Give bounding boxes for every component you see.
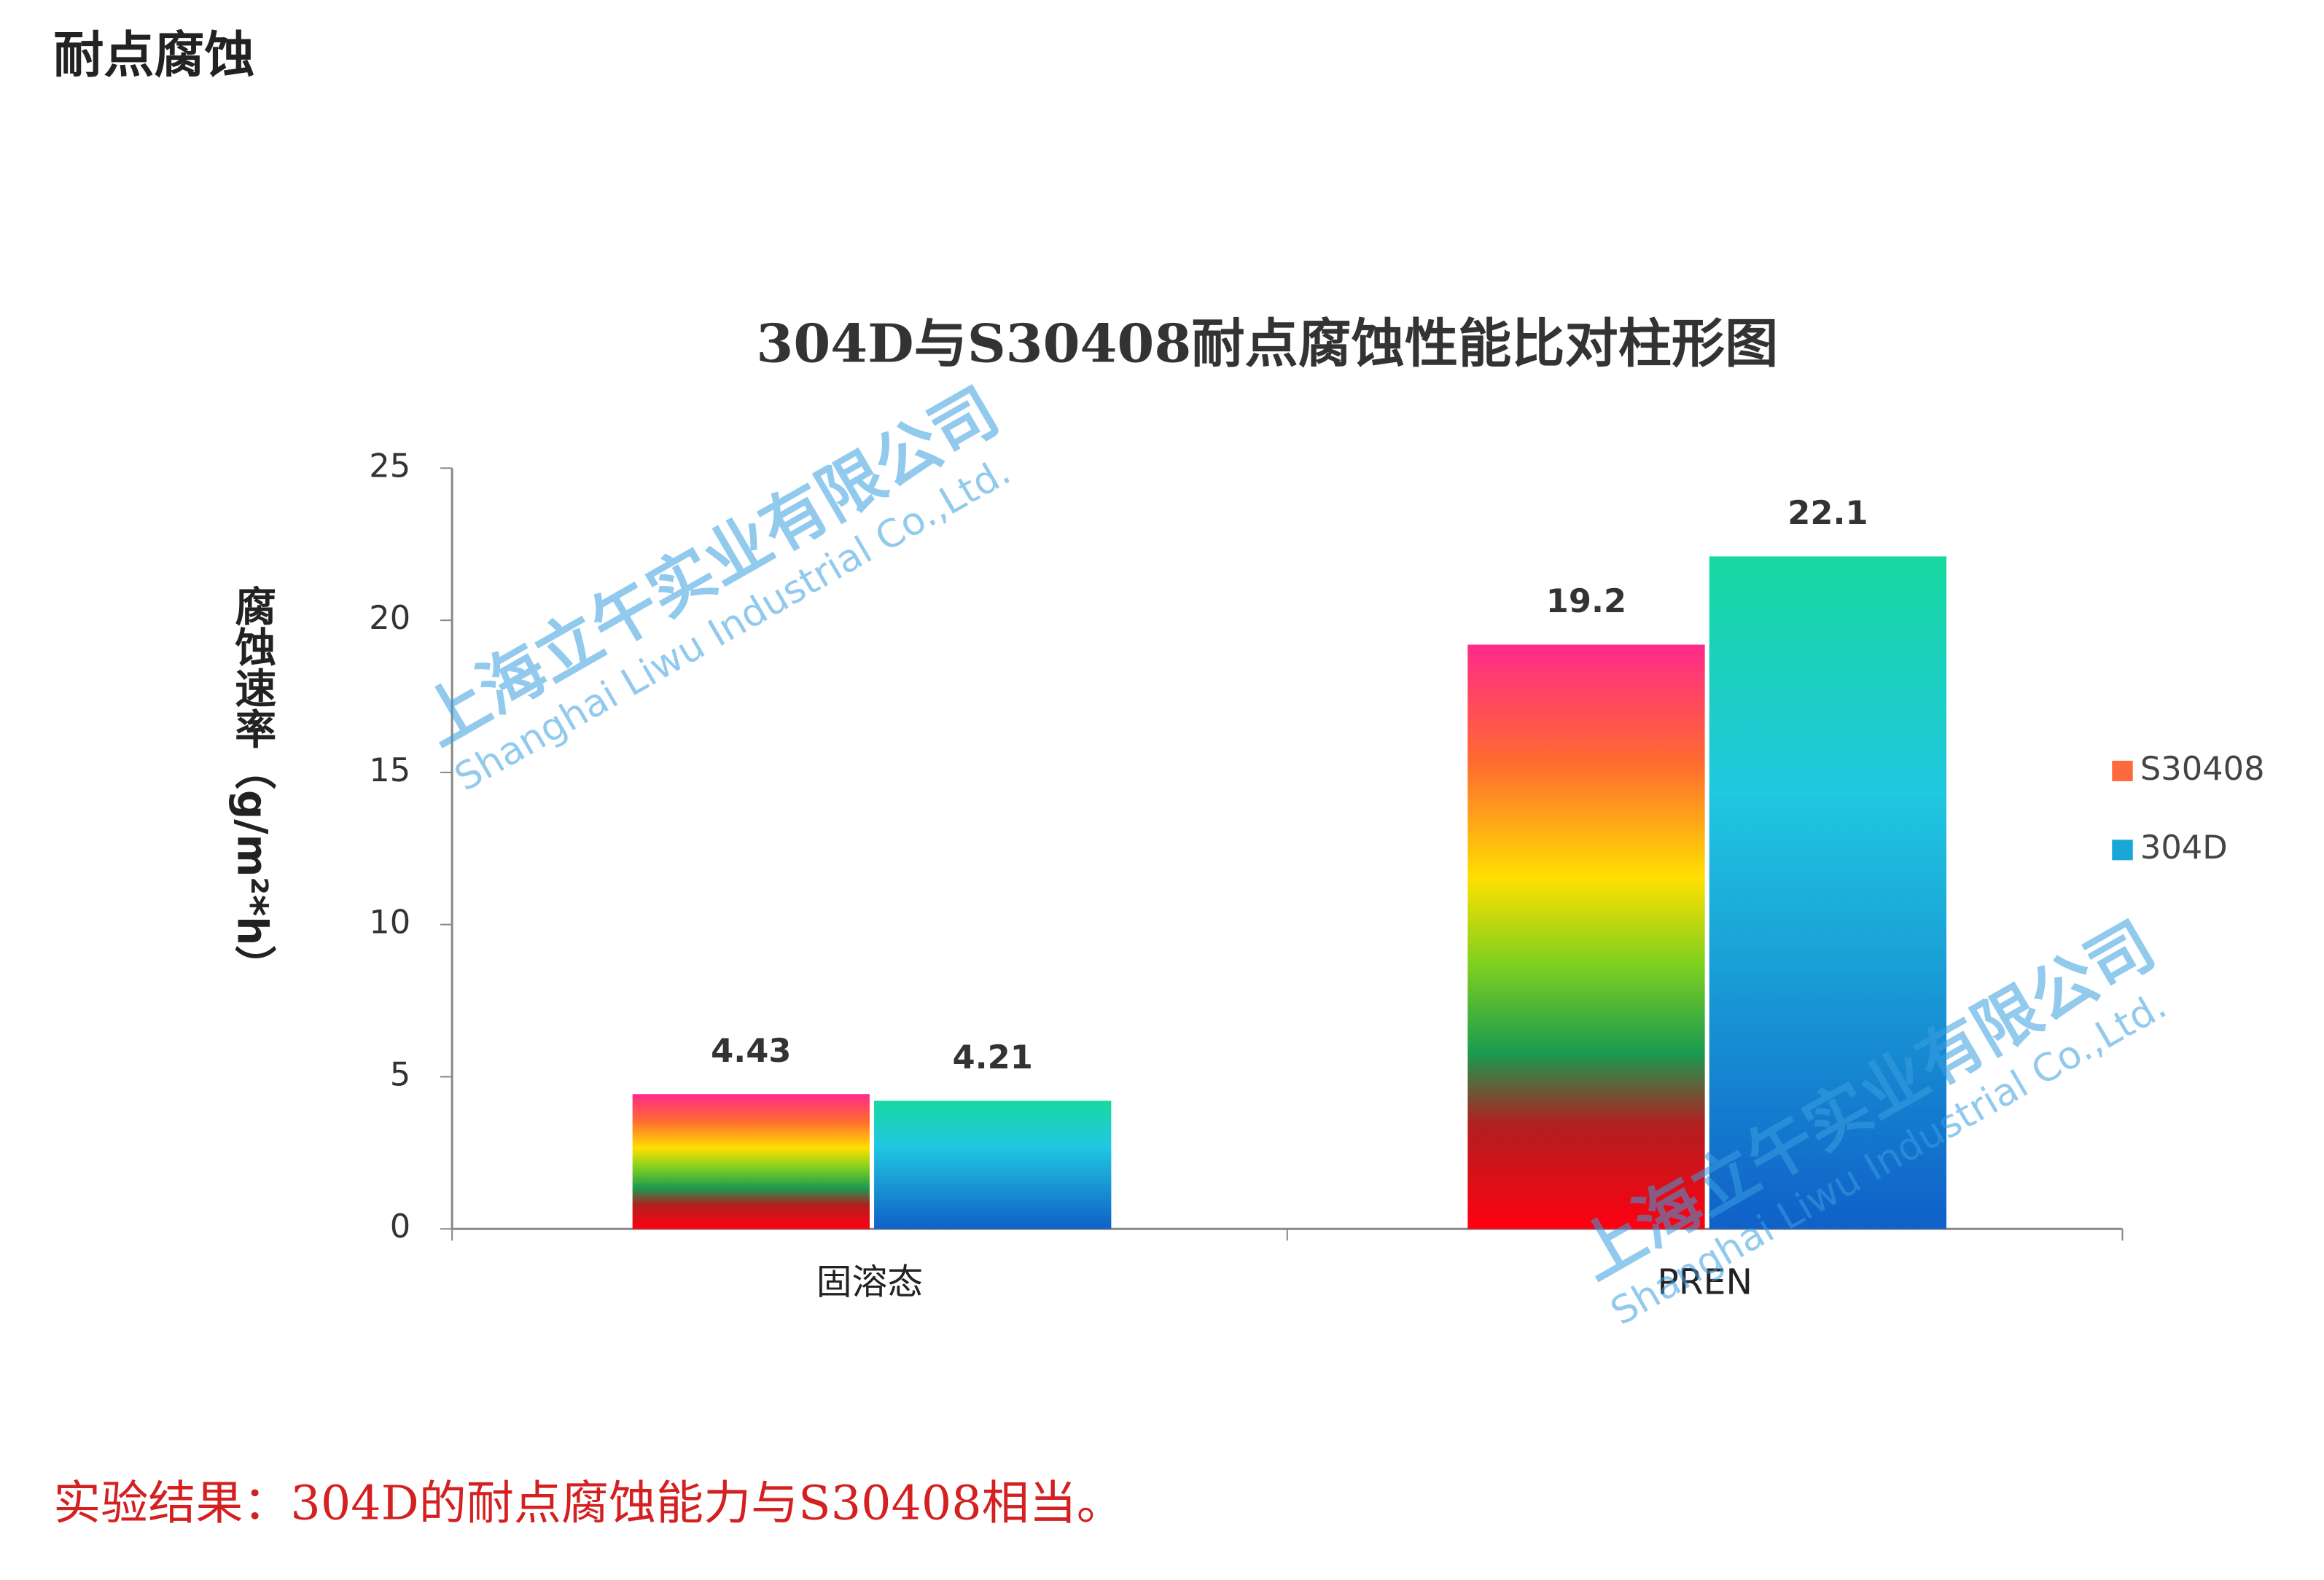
y-tick-label: 20: [369, 600, 410, 637]
data-label: 19.2: [1546, 584, 1626, 621]
legend-label: 304D: [2140, 829, 2228, 867]
y-axis-label: 腐蚀速率（g/m²*h）: [227, 585, 276, 987]
bar: [632, 1094, 870, 1229]
chart-title: 304D与S30408耐点腐蚀性能比对柱形图: [756, 313, 1778, 375]
x-tick-label: PREN: [1657, 1262, 1752, 1303]
bar: [874, 1100, 1112, 1229]
y-tick-label: 15: [369, 752, 410, 789]
y-tick-label: 0: [390, 1208, 410, 1245]
data-label: 22.1: [1787, 495, 1868, 532]
heading: 耐点腐蚀: [53, 27, 254, 85]
legend-swatch: [2112, 840, 2133, 861]
y-tick-label: 10: [369, 904, 410, 942]
plot: 0 5 10 15 20 25 固溶态 4.43 4.21 PREN 19.2 22.1 S30408 3…: [369, 448, 2264, 1303]
y-tick-label: 25: [369, 448, 410, 485]
x-tick-label: 固溶态: [816, 1262, 923, 1303]
watermark-company: 上海立午实业有限公司: [408, 373, 1011, 760]
footer-note: 实验结果：304D的耐点腐蚀能力与S30408相当。: [53, 1477, 1124, 1531]
bar: [1467, 644, 1705, 1229]
y-tick-label: 5: [390, 1057, 410, 1094]
data-label: 4.21: [953, 1039, 1033, 1076]
legend-label: S30408: [2140, 751, 2265, 788]
legend-swatch: [2112, 760, 2133, 781]
data-label: 4.43: [711, 1033, 791, 1070]
bar: [1709, 556, 1947, 1229]
